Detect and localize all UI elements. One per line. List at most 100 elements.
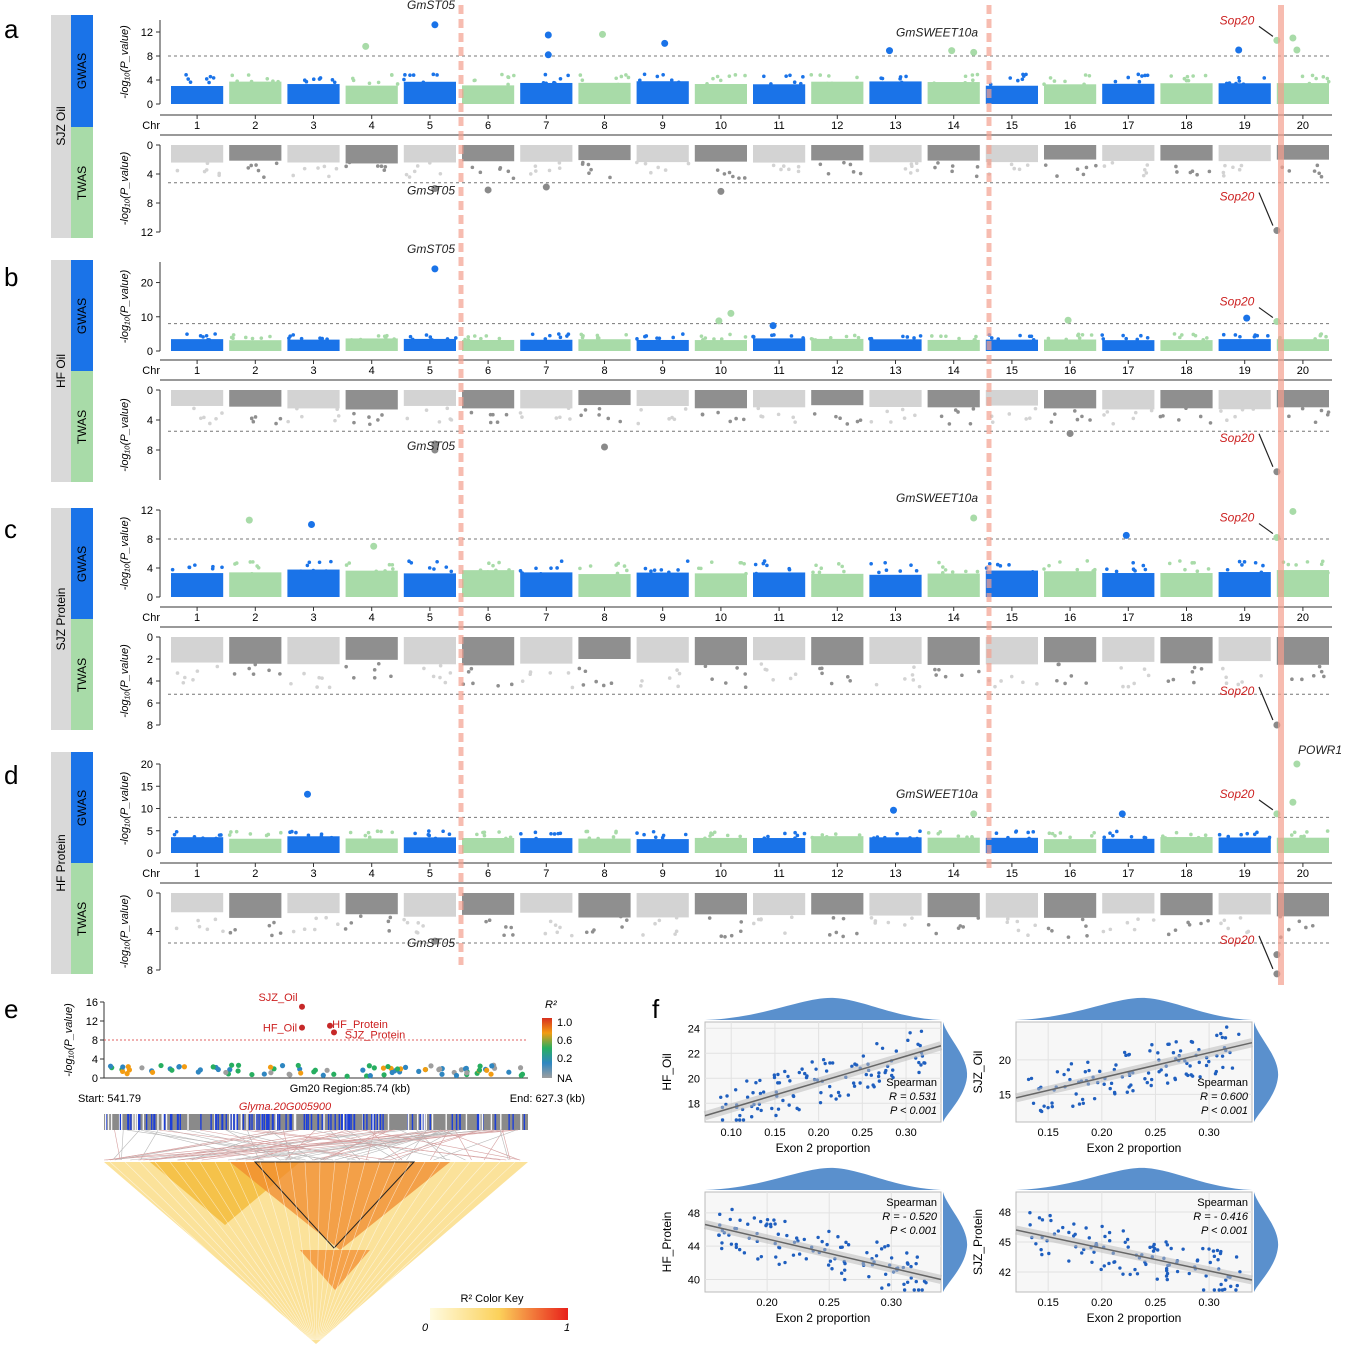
e-connector-line [312, 1129, 451, 1161]
gwas-snp-point [329, 559, 333, 564]
twas-gene-point [1055, 678, 1059, 683]
gwas-snp-point [379, 829, 383, 834]
f-scatter-point [846, 1093, 851, 1097]
gwas-snp-point [376, 80, 381, 85]
e-snp-marker [232, 1114, 234, 1130]
twas-peak-label: GmST05 [407, 439, 455, 453]
twas-gene-point [302, 671, 306, 676]
twas-gene-point [1188, 170, 1193, 175]
twas-gene-point [232, 672, 237, 676]
gwas-chr-block [694, 573, 747, 597]
gwas-snp-point [645, 81, 650, 86]
e-ld-grid [289, 1161, 315, 1341]
twas-gene-point [776, 412, 781, 417]
gwas-chr-block [462, 570, 515, 597]
twas-gene-point [175, 671, 180, 675]
gwas-snp-point [611, 835, 616, 839]
gwas-snp-point [265, 76, 270, 81]
gwas-snp-point [248, 832, 253, 836]
gwas-snp-point [587, 836, 592, 840]
e-connector-line [377, 1129, 481, 1161]
twas-gene-point [1142, 667, 1147, 671]
twas-gene-point [302, 927, 307, 932]
e-connector-line [112, 1129, 140, 1161]
twas-gene-point [960, 673, 964, 678]
gwas-snp-point [616, 82, 620, 87]
gwas-peak-point [661, 39, 669, 47]
gwas-peak-label: Sop20 [1220, 13, 1255, 27]
f-scatter-point [1107, 1261, 1111, 1266]
f-scatter-point [776, 1232, 781, 1236]
e-snp-marker [407, 1114, 410, 1130]
twas-gene-point [428, 161, 432, 165]
twas-gene-point [278, 672, 282, 676]
twas-gene-point [466, 670, 471, 674]
gwas-peak-point [362, 42, 370, 50]
f-scatter-point [905, 1251, 909, 1255]
twas-gene-point [597, 406, 602, 411]
gwas-chr-block [520, 572, 573, 597]
gwas-chr-block [578, 339, 631, 351]
f-y-tick-label: 42 [999, 1267, 1011, 1279]
e-snp-marker [164, 1114, 166, 1130]
gwas-snp-point [915, 836, 919, 841]
twas-gene-point [1121, 684, 1125, 689]
e-snp-marker [327, 1114, 330, 1130]
gwas-snp-point [766, 834, 770, 839]
f-scatter-point [1128, 1272, 1132, 1277]
gwas-chr-block [636, 572, 689, 597]
gwas-chr-block [520, 82, 573, 104]
f-scatter-point [1221, 1065, 1225, 1070]
gwas-snp-point [311, 77, 316, 82]
twas-gene-point [1251, 407, 1256, 411]
f-scatter-point [1220, 1035, 1225, 1040]
chr-tick-label: 18 [1180, 612, 1192, 624]
f-scatter-point [883, 1245, 887, 1249]
e-connector-line [499, 1129, 509, 1161]
twas-gene-point [1225, 418, 1229, 422]
gwas-snp-point [305, 563, 310, 568]
e-snp-track [104, 1114, 528, 1130]
f-y-tick-label: 45 [999, 1237, 1011, 1249]
f-scatter-point [1214, 1069, 1219, 1074]
twas-gene-point [375, 164, 380, 168]
gwas-chr-block [403, 573, 456, 597]
gwas-snp-point [908, 836, 912, 840]
twas-gene-point [869, 419, 874, 424]
e-ld-grid [319, 1161, 396, 1341]
gwas-snp-point [366, 830, 371, 835]
e-snp-point [344, 1073, 350, 1079]
twas-chr-block [520, 893, 573, 913]
gwas-peak-label: Sop20 [1220, 295, 1255, 309]
gwas-snp-point [1325, 829, 1330, 833]
f-density-x [1016, 1167, 1252, 1190]
twas-y-label: -log₁₀(P_value) [119, 398, 131, 472]
twas-gene-point [1080, 917, 1085, 922]
gwas-snp-point [1174, 830, 1179, 835]
f-y-tick-label: 18 [688, 1098, 700, 1110]
e-y-tick-label: 8 [92, 1035, 98, 1047]
gwas-snp-point [276, 79, 280, 84]
gwas-snp-point [227, 833, 232, 837]
twas-gene-point [728, 419, 733, 424]
gwas-snp-point [291, 333, 296, 337]
gwas-snp-point [818, 73, 823, 77]
gwas-chr-block [753, 84, 806, 104]
twas-gene-point [579, 413, 583, 418]
gwas-y-tick-label: 0 [147, 592, 153, 604]
gwas-snp-point [995, 562, 1000, 567]
twas-gene-point [848, 162, 853, 167]
twas-gene-point [1035, 682, 1039, 686]
twas-gene-point [639, 407, 643, 412]
twas-chr-block [1044, 145, 1097, 160]
gwas-snp-point [324, 569, 328, 573]
gwas-snp-point [391, 567, 395, 571]
f-scatter-point [1048, 1213, 1052, 1218]
twas-chr-block [1160, 893, 1213, 916]
twas-gene-point [448, 671, 453, 675]
twas-gene-point [937, 667, 941, 672]
e-snp-marker [373, 1114, 376, 1130]
gwas-snp-point [1026, 571, 1030, 576]
twas-gene-point [779, 167, 783, 172]
gwas-snp-point [188, 80, 193, 84]
